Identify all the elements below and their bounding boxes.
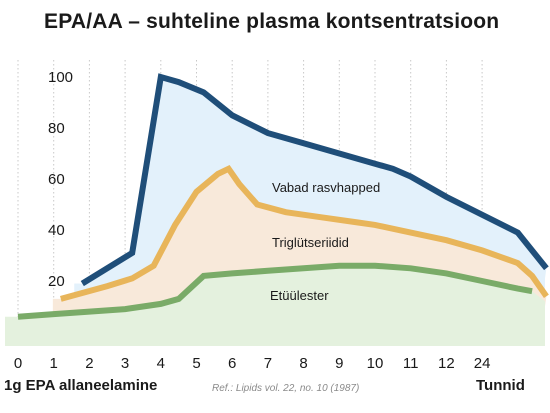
x-tick-labels: 0 1 2 3 4 5 6 7 8 9 10 11 12 24 (14, 355, 491, 372)
x-axis-label-right: Tunnid (476, 377, 525, 394)
series-line-0 (80, 73, 549, 287)
y-tick-label-40: 40 (48, 222, 65, 239)
y-tick-labels: 20 40 60 80 100 (48, 69, 73, 290)
chart-title: EPA/AA – suhteline plasma kontsentratsio… (44, 10, 500, 33)
y-tick-label-60: 60 (48, 171, 65, 188)
x-tick-label-4: 4 (157, 355, 165, 372)
x-tick-label-2: 2 (85, 355, 93, 372)
x-axis-label-left: 1g EPA allaneelamine (4, 377, 158, 394)
series-label-2: Etüülester (270, 288, 329, 303)
series-label-0: Vabad rasvhapped (272, 180, 380, 195)
series-lines (17, 73, 549, 320)
series-labels: Vabad rasvhapped Triglütseriidid Etüüleste… (270, 180, 380, 303)
x-tick-label-3: 3 (121, 355, 129, 372)
x-tick-label-9: 9 (335, 355, 343, 372)
x-tick-label-1: 1 (50, 355, 58, 372)
x-tick-label-12: 12 (438, 355, 455, 372)
x-tick-label-0: 0 (14, 355, 22, 372)
x-tick-label-5: 5 (192, 355, 200, 372)
y-tick-label-100: 100 (48, 69, 73, 86)
x-tick-label-8: 8 (299, 355, 307, 372)
reference-note: Ref.: Lipids vol. 22, no. 10 (1987) (212, 383, 360, 394)
x-tick-label-7: 7 (264, 355, 272, 372)
series-fill-2 (5, 265, 545, 346)
x-tick-label-13: 24 (474, 355, 491, 372)
series-line-2 (17, 262, 533, 320)
y-tick-label-80: 80 (48, 120, 65, 137)
series-label-1: Triglütseriidid (272, 235, 349, 250)
x-tick-label-10: 10 (367, 355, 384, 372)
x-tick-label-11: 11 (403, 355, 419, 372)
y-tick-label-20: 20 (48, 273, 65, 290)
x-tick-label-6: 6 (228, 355, 236, 372)
series-line-1 (60, 164, 549, 302)
